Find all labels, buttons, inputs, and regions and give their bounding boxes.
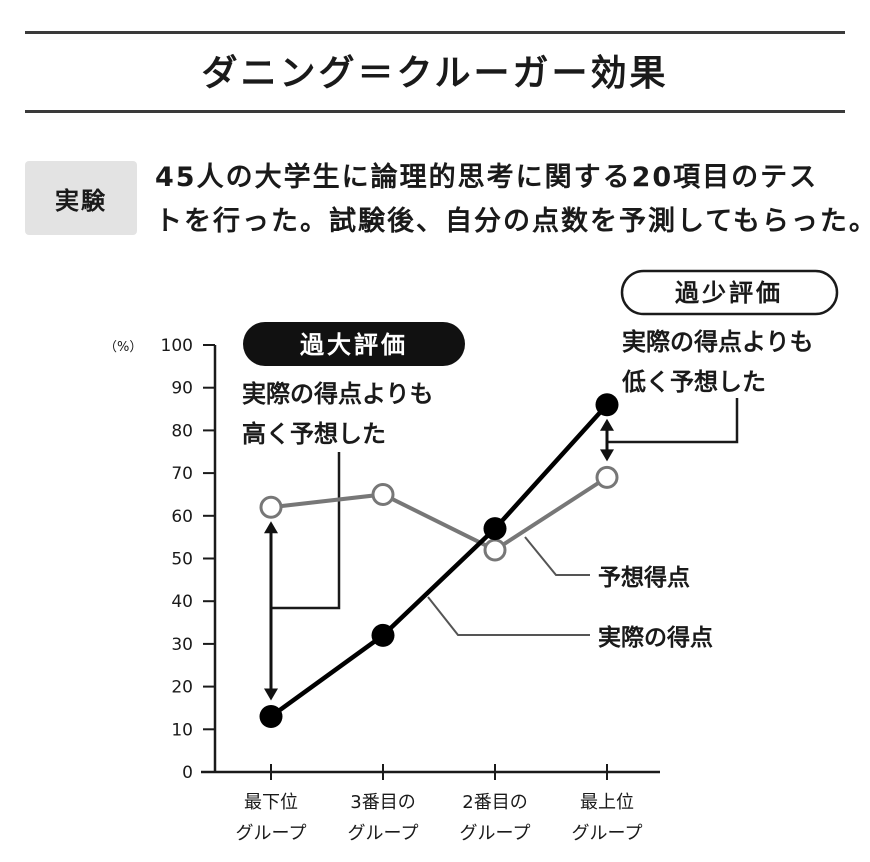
predicted-score-point	[595, 465, 619, 489]
actual-score-point	[483, 517, 507, 541]
page-title: ダニング＝クルーガー効果	[201, 53, 669, 94]
y-tick-label: 80	[171, 421, 193, 441]
y-tick-label: 40	[171, 592, 193, 612]
y-tick-label: 30	[171, 635, 193, 655]
underestimate-badge-text: 過少評価	[675, 279, 783, 307]
actual-score-line	[269, 403, 609, 719]
predicted-score-point	[483, 538, 507, 562]
experiment-tag: 実験	[25, 161, 137, 235]
overestimate-badge-text: 過大評価	[300, 331, 408, 359]
title-rule-bottom	[25, 110, 845, 113]
y-tick-label: 100	[161, 336, 193, 356]
y-tick-label: 70	[171, 464, 193, 484]
y-unit-label: （%）	[104, 340, 142, 355]
predicted-score-point	[371, 482, 395, 506]
underestimate-note-line-1: 実際の得点よりも	[622, 328, 814, 356]
title-rule-top	[25, 31, 845, 34]
overestimate-note-line-1: 実際の得点よりも	[242, 380, 434, 408]
y-tick-label: 50	[171, 550, 193, 570]
underestimate-gap-arrow	[600, 418, 614, 462]
actual-score-point	[371, 623, 395, 647]
x-tick-label: 最上位	[580, 792, 634, 813]
experiment-line-1: 45人の大学生に論理的思考に関する20項目のテス	[155, 162, 819, 193]
actual-label-leader	[427, 596, 590, 636]
y-ticks: 0 10 20 30 40 50 60 70 80 90 100	[161, 336, 215, 783]
x-ticks	[270, 764, 608, 780]
overestimate-note-line-2: 高く予想した	[242, 420, 386, 448]
predicted-label-leader	[524, 536, 590, 576]
x-tick-label: 最下位	[244, 792, 298, 813]
experiment-line-2: トを行った。試験後、自分の点数を予測してもらった。	[155, 206, 870, 237]
underestimate-note-line-2: 低く予想した	[621, 368, 766, 396]
x-tick-label: グループ	[236, 823, 307, 844]
predicted-score-points	[259, 465, 619, 562]
gap-arrows	[264, 418, 614, 701]
legend-actual-score: 実際の得点	[598, 624, 713, 651]
y-tick-label: 90	[171, 379, 193, 399]
y-tick-label: 60	[171, 507, 193, 527]
overestimate-badge	[243, 322, 465, 366]
x-tick-label: 2番目の	[462, 792, 527, 813]
predicted-score-line	[270, 475, 609, 552]
y-tick-label: 10	[171, 720, 193, 740]
legend-predicted-score: 予想得点	[598, 564, 690, 591]
overestimate-gap-arrow	[264, 521, 278, 701]
underestimate-connector	[606, 398, 739, 444]
actual-score-point	[595, 393, 619, 417]
y-tick-label: 0	[182, 763, 193, 783]
overestimate-connector	[271, 452, 341, 610]
experiment-description: 45人の大学生に論理的思考に関する20項目のテス トを行った。試験後、自分の点数…	[155, 156, 870, 244]
actual-score-points	[259, 393, 619, 728]
predicted-score-point	[259, 495, 283, 519]
y-tick-label: 20	[171, 678, 193, 698]
x-tick-label: グループ	[348, 823, 419, 844]
x-tick-label: グループ	[460, 823, 531, 844]
actual-score-point	[259, 704, 283, 728]
x-tick-label: 3番目の	[350, 792, 415, 813]
underestimate-badge	[620, 269, 839, 316]
x-tick-label: グループ	[572, 823, 643, 844]
